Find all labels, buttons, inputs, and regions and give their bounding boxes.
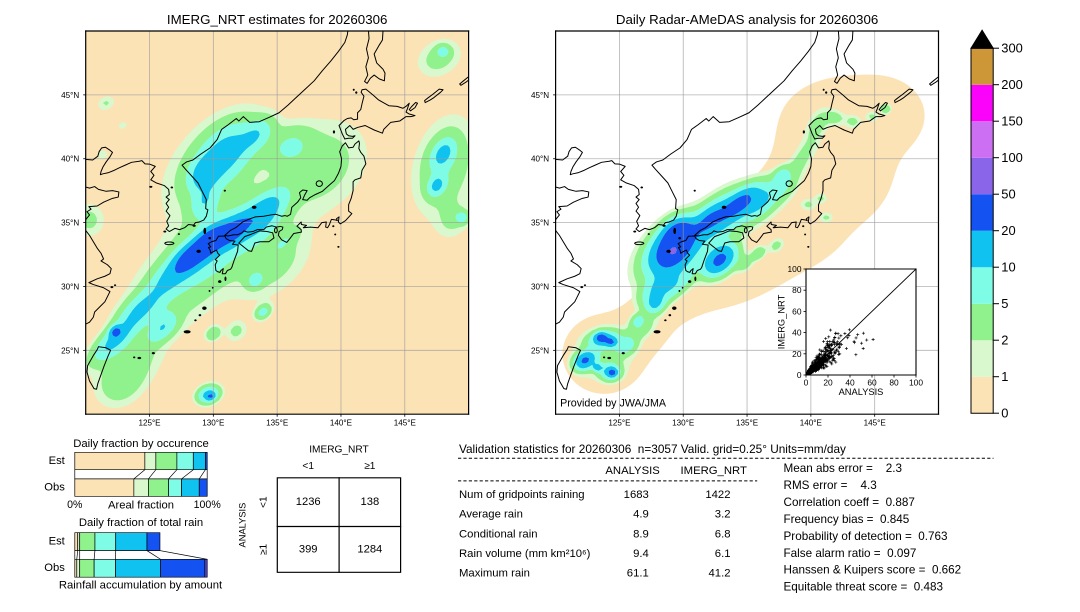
- svg-text:200: 200: [1001, 77, 1023, 92]
- svg-text:RMS error = 4.3: RMS error = 4.3: [784, 479, 877, 492]
- svg-text:4.9: 4.9: [633, 509, 649, 521]
- svg-text:40: 40: [845, 378, 855, 388]
- svg-text:6.1: 6.1: [715, 548, 731, 560]
- svg-text:IMERG_NRT: IMERG_NRT: [681, 465, 747, 477]
- svg-text:150: 150: [1001, 114, 1023, 129]
- svg-text:IMERG_NRT: IMERG_NRT: [777, 294, 787, 349]
- svg-text:≥1: ≥1: [259, 543, 270, 555]
- svg-text:False alarm ratio = 0.097: False alarm ratio = 0.097: [784, 547, 917, 560]
- svg-text:IMERG_NRT: IMERG_NRT: [309, 445, 368, 456]
- svg-text:9.4: 9.4: [633, 548, 649, 560]
- svg-text:60: 60: [867, 378, 877, 388]
- svg-text:ANALYSIS: ANALYSIS: [605, 465, 660, 477]
- svg-text:Est: Est: [49, 536, 66, 548]
- svg-text:300: 300: [1001, 41, 1023, 56]
- svg-text:Average rain: Average rain: [459, 509, 523, 521]
- svg-text:Validation statistics for 2026: Validation statistics for 20260306 n=305…: [459, 442, 846, 456]
- svg-text:1236: 1236: [296, 496, 321, 508]
- svg-text:Obs: Obs: [44, 562, 65, 574]
- svg-text:5: 5: [1001, 296, 1008, 311]
- svg-text:130°E: 130°E: [202, 419, 225, 428]
- svg-text:35°N: 35°N: [61, 219, 79, 228]
- svg-text:IMERG_NRT estimates for 202603: IMERG_NRT estimates for 20260306: [167, 12, 388, 27]
- svg-text:125°E: 125°E: [138, 419, 161, 428]
- svg-text:ANALYSIS: ANALYSIS: [839, 387, 884, 397]
- svg-text:35°N: 35°N: [531, 219, 549, 228]
- svg-text:Equitable threat score = 0.48: Equitable threat score = 0.483: [784, 581, 944, 594]
- svg-text:25°N: 25°N: [531, 346, 549, 355]
- svg-text:25°N: 25°N: [61, 346, 79, 355]
- svg-text:1284: 1284: [357, 543, 382, 555]
- svg-text:100: 100: [788, 264, 802, 274]
- svg-text:138: 138: [361, 496, 380, 508]
- svg-text:145°E: 145°E: [394, 419, 417, 428]
- svg-text:Rain volume (mm km²10⁶): Rain volume (mm km²10⁶): [459, 548, 591, 560]
- svg-text:Maximum rain: Maximum rain: [459, 568, 530, 580]
- svg-text:2: 2: [1001, 333, 1008, 348]
- svg-text:50: 50: [1001, 187, 1015, 202]
- svg-text:10: 10: [1001, 260, 1015, 275]
- svg-text:125°E: 125°E: [608, 419, 631, 428]
- svg-text:40: 40: [792, 328, 802, 338]
- svg-text:Conditional rain: Conditional rain: [459, 528, 538, 540]
- svg-text:61.1: 61.1: [627, 568, 649, 580]
- svg-text:80: 80: [889, 378, 899, 388]
- svg-text:80: 80: [792, 285, 802, 295]
- svg-text:Mean abs error = 2.3: Mean abs error = 2.3: [784, 462, 903, 475]
- svg-text:20: 20: [823, 378, 833, 388]
- svg-text:40°N: 40°N: [531, 155, 549, 164]
- svg-text:1422: 1422: [705, 489, 730, 501]
- svg-text:0%: 0%: [67, 499, 83, 511]
- svg-text:Est: Est: [49, 455, 66, 467]
- svg-text:<1: <1: [259, 496, 270, 508]
- svg-text:Daily fraction by occurence: Daily fraction by occurence: [73, 438, 209, 450]
- svg-text:30°N: 30°N: [531, 282, 549, 291]
- svg-text:100%: 100%: [194, 499, 222, 511]
- svg-text:1: 1: [1001, 369, 1008, 384]
- svg-text:1683: 1683: [624, 489, 649, 501]
- svg-text:41.2: 41.2: [709, 568, 731, 580]
- svg-text:<1: <1: [302, 461, 314, 472]
- svg-text:30°N: 30°N: [61, 282, 79, 291]
- svg-text:8.9: 8.9: [633, 528, 649, 540]
- svg-text:Daily fraction of total rain: Daily fraction of total rain: [79, 517, 203, 529]
- svg-text:100: 100: [909, 378, 923, 388]
- svg-text:45°N: 45°N: [61, 91, 79, 100]
- svg-text:140°E: 140°E: [800, 419, 823, 428]
- svg-text:6.8: 6.8: [715, 528, 731, 540]
- svg-text:Frequency bias = 0.845: Frequency bias = 0.845: [784, 513, 910, 526]
- svg-text:Areal fraction: Areal fraction: [108, 499, 174, 511]
- svg-text:≥1: ≥1: [364, 461, 376, 472]
- svg-text:Correlation coeff = 0.887: Correlation coeff = 0.887: [784, 496, 915, 509]
- svg-text:45°N: 45°N: [531, 91, 549, 100]
- svg-text:140°E: 140°E: [330, 419, 353, 428]
- svg-text:Num of gridpoints raining: Num of gridpoints raining: [459, 489, 585, 501]
- svg-text:Hanssen & Kuipers score = 0.6: Hanssen & Kuipers score = 0.662: [784, 564, 962, 577]
- svg-text:0: 0: [797, 370, 802, 380]
- svg-text:130°E: 130°E: [672, 419, 695, 428]
- svg-text:Obs: Obs: [44, 481, 65, 493]
- svg-text:399: 399: [299, 543, 318, 555]
- svg-text:0: 0: [804, 378, 809, 388]
- svg-text:Daily Radar-AMeDAS analysis fo: Daily Radar-AMeDAS analysis for 20260306: [616, 12, 878, 27]
- svg-text:60: 60: [792, 306, 802, 316]
- svg-text:135°E: 135°E: [266, 419, 289, 428]
- svg-text:135°E: 135°E: [736, 419, 759, 428]
- svg-text:0: 0: [1001, 406, 1008, 421]
- svg-text:40°N: 40°N: [61, 155, 79, 164]
- svg-text:20: 20: [792, 349, 802, 359]
- svg-text:145°E: 145°E: [864, 419, 887, 428]
- svg-text:Rainfall accumulation by amoun: Rainfall accumulation by amount: [59, 580, 223, 592]
- svg-text:Probability of detection = 0.: Probability of detection = 0.763: [784, 530, 948, 543]
- svg-text:20: 20: [1001, 223, 1015, 238]
- svg-text:Provided by JWA/JMA: Provided by JWA/JMA: [560, 398, 667, 410]
- svg-text:3.2: 3.2: [715, 509, 731, 521]
- svg-text:100: 100: [1001, 150, 1023, 165]
- svg-text:ANALYSIS: ANALYSIS: [237, 503, 247, 548]
